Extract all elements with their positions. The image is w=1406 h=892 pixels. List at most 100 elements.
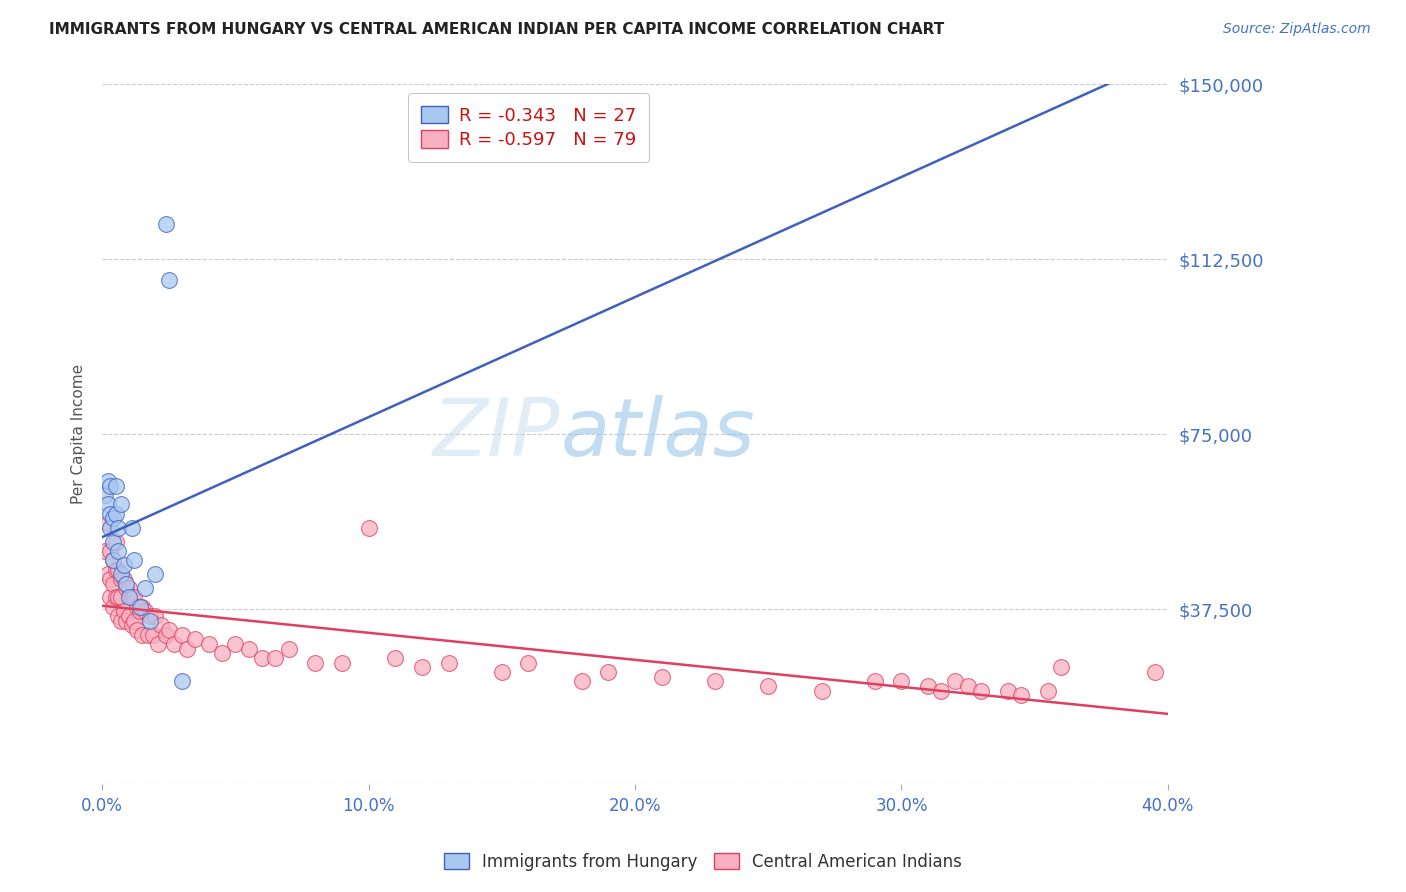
Point: [122, 553, 145, 567]
Point: [96, 567, 118, 582]
Point: [176, 641, 198, 656]
Text: Source: ZipAtlas.com: Source: ZipAtlas.com: [1223, 22, 1371, 37]
Point: [107, 609, 129, 624]
Point: [110, 567, 132, 582]
Point: [110, 614, 132, 628]
Point: [118, 591, 141, 605]
Legend: Immigrants from Hungary, Central American Indians: Immigrants from Hungary, Central America…: [436, 845, 970, 880]
Point: [149, 618, 172, 632]
Point: [264, 651, 287, 665]
Point: [101, 599, 124, 614]
Point: [142, 628, 165, 642]
Point: [104, 562, 127, 576]
Point: [96, 497, 118, 511]
Point: [112, 572, 135, 586]
Point: [943, 674, 966, 689]
Point: [304, 656, 326, 670]
Point: [101, 553, 124, 567]
Point: [145, 567, 167, 582]
Point: [756, 679, 779, 693]
Point: [94, 488, 117, 502]
Point: [131, 628, 153, 642]
Point: [101, 511, 124, 525]
Point: [517, 656, 540, 670]
Point: [155, 218, 177, 232]
Point: [98, 507, 121, 521]
Point: [107, 520, 129, 534]
Point: [134, 605, 156, 619]
Point: [863, 674, 886, 689]
Point: [163, 637, 186, 651]
Text: ZIP: ZIP: [433, 395, 561, 474]
Point: [890, 674, 912, 689]
Point: [651, 670, 673, 684]
Point: [125, 599, 148, 614]
Point: [330, 656, 353, 670]
Point: [1036, 683, 1059, 698]
Point: [101, 576, 124, 591]
Point: [122, 614, 145, 628]
Point: [96, 474, 118, 488]
Point: [107, 591, 129, 605]
Point: [571, 674, 593, 689]
Point: [134, 581, 156, 595]
Point: [139, 609, 162, 624]
Point: [155, 628, 177, 642]
Point: [437, 656, 460, 670]
Point: [145, 609, 167, 624]
Point: [104, 591, 127, 605]
Point: [121, 618, 143, 632]
Point: [384, 651, 406, 665]
Point: [115, 576, 138, 591]
Point: [121, 591, 143, 605]
Point: [112, 558, 135, 572]
Point: [110, 572, 132, 586]
Point: [931, 683, 953, 698]
Point: [411, 660, 433, 674]
Text: IMMIGRANTS FROM HUNGARY VS CENTRAL AMERICAN INDIAN PER CAPITA INCOME CORRELATION: IMMIGRANTS FROM HUNGARY VS CENTRAL AMERI…: [49, 22, 945, 37]
Point: [101, 553, 124, 567]
Point: [118, 581, 141, 595]
Point: [112, 605, 135, 619]
Point: [104, 534, 127, 549]
Point: [115, 581, 138, 595]
Point: [598, 665, 620, 679]
Point: [277, 641, 299, 656]
Point: [810, 683, 832, 698]
Point: [96, 516, 118, 530]
Point: [122, 591, 145, 605]
Point: [110, 497, 132, 511]
Point: [136, 628, 159, 642]
Text: atlas: atlas: [561, 395, 755, 474]
Point: [1050, 660, 1073, 674]
Y-axis label: Per Capita Income: Per Capita Income: [72, 364, 86, 504]
Point: [98, 520, 121, 534]
Point: [115, 614, 138, 628]
Point: [184, 632, 207, 647]
Point: [970, 683, 993, 698]
Point: [107, 562, 129, 576]
Point: [101, 534, 124, 549]
Point: [172, 628, 194, 642]
Point: [238, 641, 260, 656]
Point: [131, 599, 153, 614]
Point: [146, 637, 169, 651]
Point: [98, 478, 121, 492]
Point: [110, 591, 132, 605]
Point: [957, 679, 980, 693]
Point: [98, 544, 121, 558]
Point: [172, 674, 194, 689]
Point: [997, 683, 1019, 698]
Point: [125, 623, 148, 637]
Point: [197, 637, 219, 651]
Point: [98, 591, 121, 605]
Point: [128, 605, 150, 619]
Point: [107, 544, 129, 558]
Point: [357, 520, 380, 534]
Point: [211, 647, 233, 661]
Point: [1010, 689, 1032, 703]
Point: [157, 273, 180, 287]
Point: [104, 478, 127, 492]
Point: [121, 520, 143, 534]
Point: [118, 609, 141, 624]
